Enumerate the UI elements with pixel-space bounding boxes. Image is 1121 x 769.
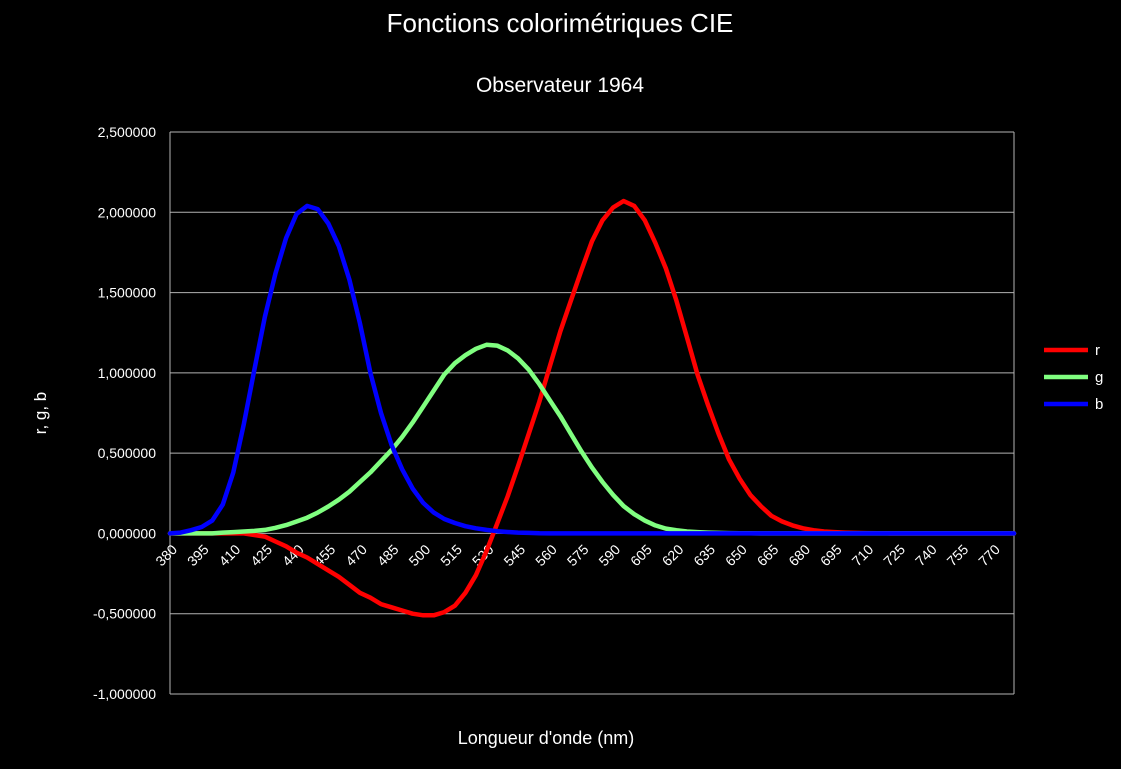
y-tick-label: -1,000000 <box>93 686 156 702</box>
legend-label-r: r <box>1095 342 1100 359</box>
y-tick-label: -0,500000 <box>93 606 156 622</box>
y-tick-label: 1,500000 <box>98 285 157 301</box>
legend-label-b: b <box>1095 396 1103 413</box>
y-tick-label: 0,500000 <box>98 445 157 461</box>
y-tick-label: 2,000000 <box>98 204 157 220</box>
chart-subtitle: Observateur 1964 <box>476 74 644 97</box>
data-series <box>167 198 1017 618</box>
legend-label-g: g <box>1095 369 1103 386</box>
series-line-b <box>167 203 1017 536</box>
legend: rgb <box>1044 342 1103 413</box>
chart-title: Fonctions colorimétriques CIE <box>387 8 734 38</box>
y-axis-tick-labels: 2,500000 2,000000 1,500000 1,000000 0,500000… <box>93 124 156 702</box>
x-axis-label: Longueur d'onde (nm) <box>458 728 635 748</box>
y-axis-label: r, g, b <box>31 392 50 435</box>
y-tick-label: 2,500000 <box>98 124 157 140</box>
y-tick-label: 0,000000 <box>98 525 157 541</box>
y-tick-label: 1,000000 <box>98 365 157 381</box>
axes <box>169 132 1015 694</box>
